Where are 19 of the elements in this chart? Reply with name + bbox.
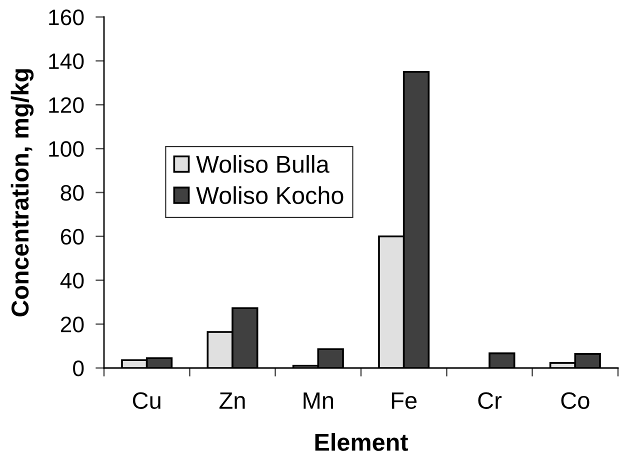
y-tick-label: 60	[60, 228, 84, 245]
y-tick-label: 80	[60, 185, 84, 201]
y-tick-label: 100	[49, 141, 84, 157]
y-tick-label: 120	[49, 97, 84, 114]
legend-label: Woliso Bulla	[196, 155, 330, 173]
y-tick-label: 160	[49, 10, 84, 26]
x-tick-label: Fe	[392, 392, 417, 409]
x-tick-label: Cr	[478, 392, 502, 409]
y-tick-label: 20	[60, 316, 84, 332]
legend-label: Woliso Kocho	[196, 186, 344, 204]
y-tick-label: 140	[49, 53, 84, 70]
x-tick-label: Mn	[304, 392, 334, 409]
y-axis-title: Concentration, mg/kg	[10, 69, 34, 316]
y-tick-label: 0	[73, 360, 84, 376]
x-tick-label: Co	[561, 392, 590, 409]
y-tick-label: 40	[60, 272, 84, 289]
x-tick-label: Zn	[219, 392, 245, 409]
x-tick-label: Cu	[132, 392, 160, 409]
x-axis-title: Element	[315, 433, 408, 451]
